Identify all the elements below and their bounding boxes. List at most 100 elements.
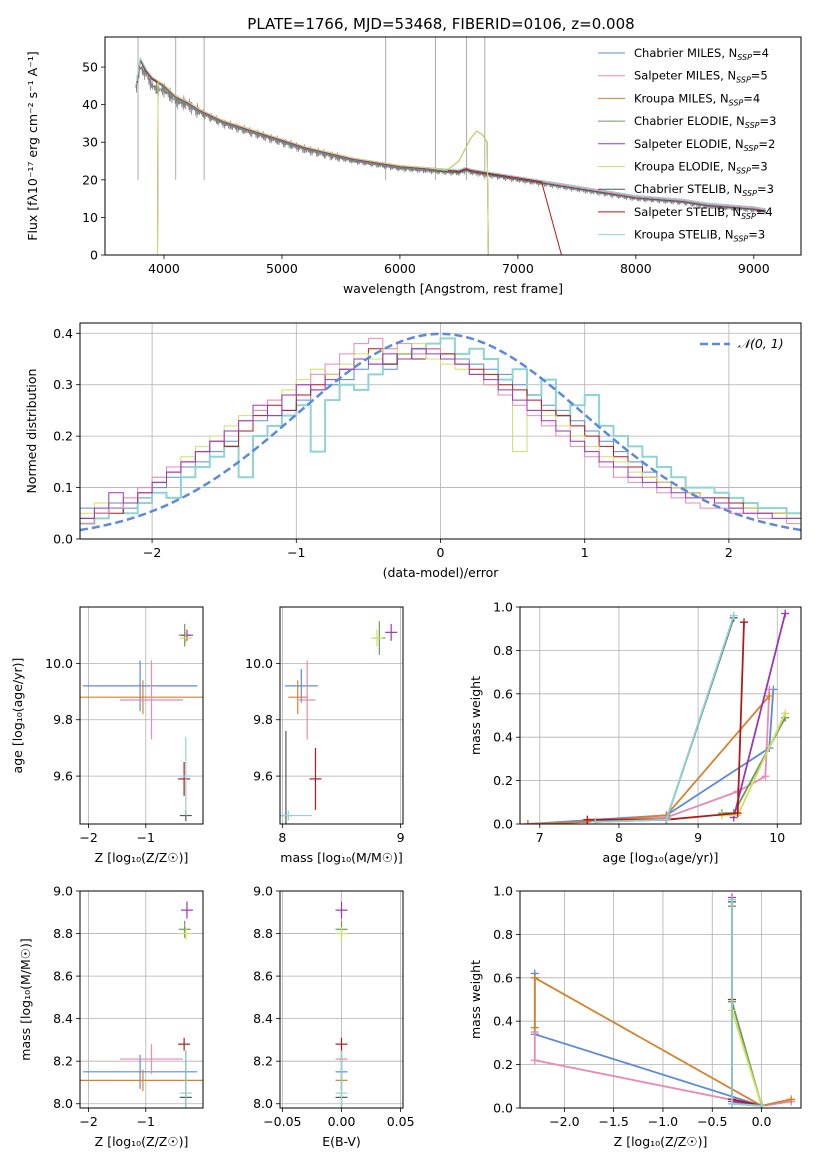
x-tick-label: 2 — [725, 545, 733, 560]
legend-label-sub: SSP — [729, 98, 744, 107]
y-tick-label: 40 — [82, 97, 98, 112]
mass-weight-marker — [781, 709, 790, 718]
y-axis-label: mass weight — [468, 960, 483, 1039]
axes-frame — [79, 890, 204, 1109]
y-tick-label: 50 — [82, 60, 98, 75]
legend-label-suffix: =4 — [756, 205, 773, 219]
y-tick-label: 9.0 — [253, 884, 273, 899]
x-tick-label: 1 — [581, 545, 589, 560]
x-axis-label: Z [log₁₀(Z/Z☉)] — [614, 1134, 708, 1149]
legend-label-main: Chabrier MILES, N — [634, 46, 737, 60]
y-tick-label: 10 — [82, 210, 98, 225]
legend-label: Chabrier ELODIE, NSSP=3 — [634, 114, 776, 130]
legend-label-main: Chabrier ELODIE, N — [634, 114, 745, 128]
mass-weight-marker — [729, 611, 738, 620]
mass-vs-ebv-panel: −0.05 0.00 0.05 8.0 8.2 8.4 8.6 8.8 9.0 E(B-V) — [253, 884, 414, 1150]
mass-weight-marker — [727, 895, 736, 904]
axes-frame — [104, 36, 802, 256]
y-tick-label: 0.4 — [53, 326, 73, 341]
x-tick-label: 4000 — [148, 261, 180, 276]
y-tick-label: 30 — [82, 135, 98, 150]
spectrum-curves — [135, 37, 766, 255]
x-tick-label: −1 — [287, 545, 305, 560]
x-tick-label: −1 — [137, 830, 155, 845]
mass-weight-line-kroupa-elodie — [721, 712, 787, 817]
histogram-kroupa-stelib — [80, 337, 801, 525]
x-tick-label: −0.5 — [697, 1114, 727, 1129]
axes-frame — [79, 606, 204, 825]
legend-label-suffix: =3 — [760, 114, 777, 128]
x-axis-label: wavelength [Angstrom, rest frame] — [343, 281, 563, 296]
mass-weight-marker — [757, 1101, 766, 1108]
mass-weight-line-salpeter-elodie — [732, 613, 787, 818]
y-axis-label: mass [log₁₀(M/M☉)] — [18, 938, 33, 1060]
y-tick-label: 0.1 — [53, 480, 73, 495]
mass-weight-marker — [583, 815, 592, 824]
y-tick-label: 10.0 — [245, 656, 273, 671]
y-tick-label: 0.2 — [493, 773, 513, 788]
mass-weight-vs-z-panel: −2.0 −1.5 −1.0 −0.5 0.0 0.0 0.2 0.4 0.6 0.8 1.0 Z [… — [468, 884, 802, 1149]
legend-label: Kroupa MILES, NSSP=4 — [634, 91, 760, 107]
legend-label-suffix: =3 — [748, 228, 765, 242]
model-spectrum-kroupa-elodie — [157, 80, 489, 255]
y-tick-label: 8.0 — [253, 1096, 273, 1111]
legend-label-sub: SSP — [736, 167, 751, 176]
x-tick-label: 10 — [769, 830, 785, 845]
error-bars — [80, 901, 203, 1108]
y-tick-label: 0.2 — [53, 429, 73, 444]
observed-spectrum — [135, 62, 766, 215]
x-tick-label: 9 — [397, 830, 405, 845]
mass-weight-marker — [787, 1095, 796, 1104]
legend-label-main: Salpeter ELODIE, N — [634, 137, 744, 151]
y-tick-label: 0.6 — [493, 686, 513, 701]
x-tick-label: 7000 — [502, 261, 534, 276]
y-tick-label: 9.6 — [253, 769, 273, 784]
mass-weight-marker — [530, 1056, 539, 1065]
mass-weight-line-salpeter-stelib — [587, 622, 745, 821]
x-axis-label: age [log₁₀(age/yr)] — [603, 850, 719, 865]
legend-label: 𝒩(0, 1) — [738, 336, 784, 351]
error-bars — [335, 901, 348, 1108]
y-axis-label: Flux [fλ10⁻¹⁷ erg cm⁻² s⁻¹ A⁻¹] — [25, 51, 40, 240]
x-tick-label: 8 — [615, 830, 623, 845]
x-tick-label: −2 — [79, 1114, 97, 1129]
y-tick-label: 0.2 — [493, 1057, 513, 1072]
legend-label-main: Salpeter MILES, N — [634, 69, 736, 83]
legend-label-main: Kroupa ELODIE, N — [634, 160, 736, 174]
x-tick-label: 0.05 — [387, 1114, 415, 1129]
legend-label: Chabrier MILES, NSSP=4 — [634, 46, 769, 62]
y-tick-label: 8.6 — [253, 969, 273, 984]
legend-label-suffix: =4 — [743, 91, 760, 105]
mass-weight-marker — [591, 817, 600, 824]
mass-weight-marker — [727, 1099, 736, 1108]
mass-weight-marker — [765, 691, 774, 700]
y-tick-label: 0.4 — [493, 1014, 513, 1029]
axes-frame — [279, 890, 404, 1109]
mass-weight-marker — [781, 609, 790, 618]
error-bars — [80, 623, 203, 822]
x-tick-label: 9000 — [738, 261, 770, 276]
mass-weight-lines — [530, 893, 796, 1108]
y-tick-label: 8.8 — [53, 926, 73, 941]
legend-label-suffix: =4 — [752, 46, 769, 60]
figure-title: PLATE=1766, MJD=53468, FIBERID=0106, z=0… — [247, 15, 634, 33]
age-vs-z-panel: −2 −1 9.6 9.8 10.0 Z [log₁₀(Z/Z☉)] age [log₁₀(… — [10, 606, 204, 865]
y-axis-label: age [log₁₀(age/yr)] — [10, 658, 25, 774]
mass-weight-marker — [530, 973, 539, 982]
mass-weight-line-salpeter-elodie — [731, 897, 762, 1107]
y-tick-label: 8.2 — [53, 1054, 73, 1069]
mass-weight-marker — [733, 809, 742, 818]
y-tick-label: 8.0 — [53, 1096, 73, 1111]
x-axis-label: Z [log₁₀(Z/Z☉)] — [95, 1134, 189, 1149]
y-tick-label: 20 — [82, 172, 98, 187]
y-tick-label: 0.8 — [493, 927, 513, 942]
mass-weight-line-salpeter-miles — [533, 1032, 792, 1107]
error-bars — [280, 621, 398, 824]
y-tick-label: 0.8 — [493, 643, 513, 658]
legend-label-suffix: =3 — [751, 160, 768, 174]
legend-label: Kroupa ELODIE, NSSP=3 — [634, 160, 768, 176]
mass-weight-marker — [740, 618, 749, 627]
mass-weight-lines — [523, 609, 790, 824]
mass-vs-z-panel: −2 −1 8.0 8.2 8.4 8.6 8.8 9.0 Z [log₁₀(Z/Z☉)] mas… — [18, 884, 204, 1149]
